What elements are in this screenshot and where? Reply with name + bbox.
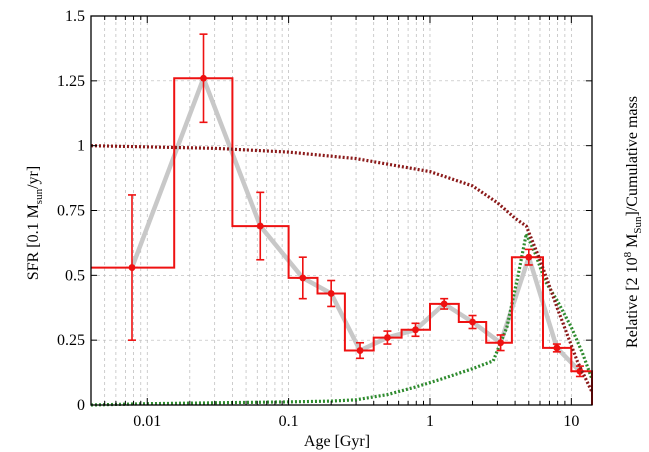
y-tick-label: 1.5 bbox=[65, 8, 85, 25]
plot-frame bbox=[90, 15, 593, 406]
data-point bbox=[356, 347, 364, 354]
x-tick-label: 0.01 bbox=[133, 413, 161, 430]
secondary-axis-label: Relative [2 108 MSun]/Cumulative mass bbox=[622, 96, 644, 348]
data-point bbox=[200, 74, 207, 82]
secondary-axis-label-part: Relative [2 10 bbox=[624, 257, 641, 348]
cumulative-mass-curve bbox=[90, 144, 594, 393]
x-tick-label: 10 bbox=[563, 413, 579, 430]
y-tick-label: 0.5 bbox=[65, 267, 85, 284]
ticks-layer: 0 0.25 0.5 0.75 1 1.25 1.5 0.01 0.1 1 10 bbox=[57, 8, 592, 430]
grid-layer bbox=[91, 16, 592, 405]
data-point bbox=[327, 290, 335, 297]
y-axis-label-sub: sun bbox=[33, 188, 45, 204]
x-tick-label: 0.1 bbox=[279, 413, 299, 430]
secondary-axis-label-part: M bbox=[624, 234, 641, 252]
data-point bbox=[553, 344, 561, 352]
y-axis-label: SFR [0.1 Msun/yr] bbox=[25, 166, 45, 280]
secondary-axis-label-sup: 8 bbox=[622, 251, 634, 257]
data-point bbox=[525, 253, 533, 261]
sfr-step-line bbox=[91, 77, 593, 405]
x-axis-label: Age [Gyr] bbox=[304, 433, 370, 450]
data-point bbox=[497, 339, 505, 347]
data-point bbox=[299, 274, 307, 282]
secondary-axis-label-sub: Sun bbox=[632, 216, 644, 234]
y-tick-label: 1.25 bbox=[57, 73, 85, 90]
data-point bbox=[128, 264, 136, 271]
data-point bbox=[440, 300, 448, 308]
secondary-axis-label-part: ]/Cumulative mass bbox=[624, 96, 641, 216]
data-point bbox=[256, 222, 264, 230]
y-tick-label: 0.75 bbox=[57, 203, 85, 220]
relative-mass-curve bbox=[90, 228, 594, 407]
y-axis-label-part: /yr] bbox=[25, 166, 42, 189]
y-axis-label-part: SFR [0.1 M bbox=[25, 204, 42, 280]
data-point bbox=[384, 334, 391, 341]
x-tick-label: 1 bbox=[426, 413, 434, 430]
data-point bbox=[412, 326, 419, 334]
y-tick-label: 1 bbox=[77, 138, 85, 155]
y-tick-label: 0.25 bbox=[57, 332, 85, 349]
series-layer bbox=[90, 33, 594, 407]
y-tick-label: 0 bbox=[77, 397, 85, 414]
data-point bbox=[469, 318, 476, 326]
